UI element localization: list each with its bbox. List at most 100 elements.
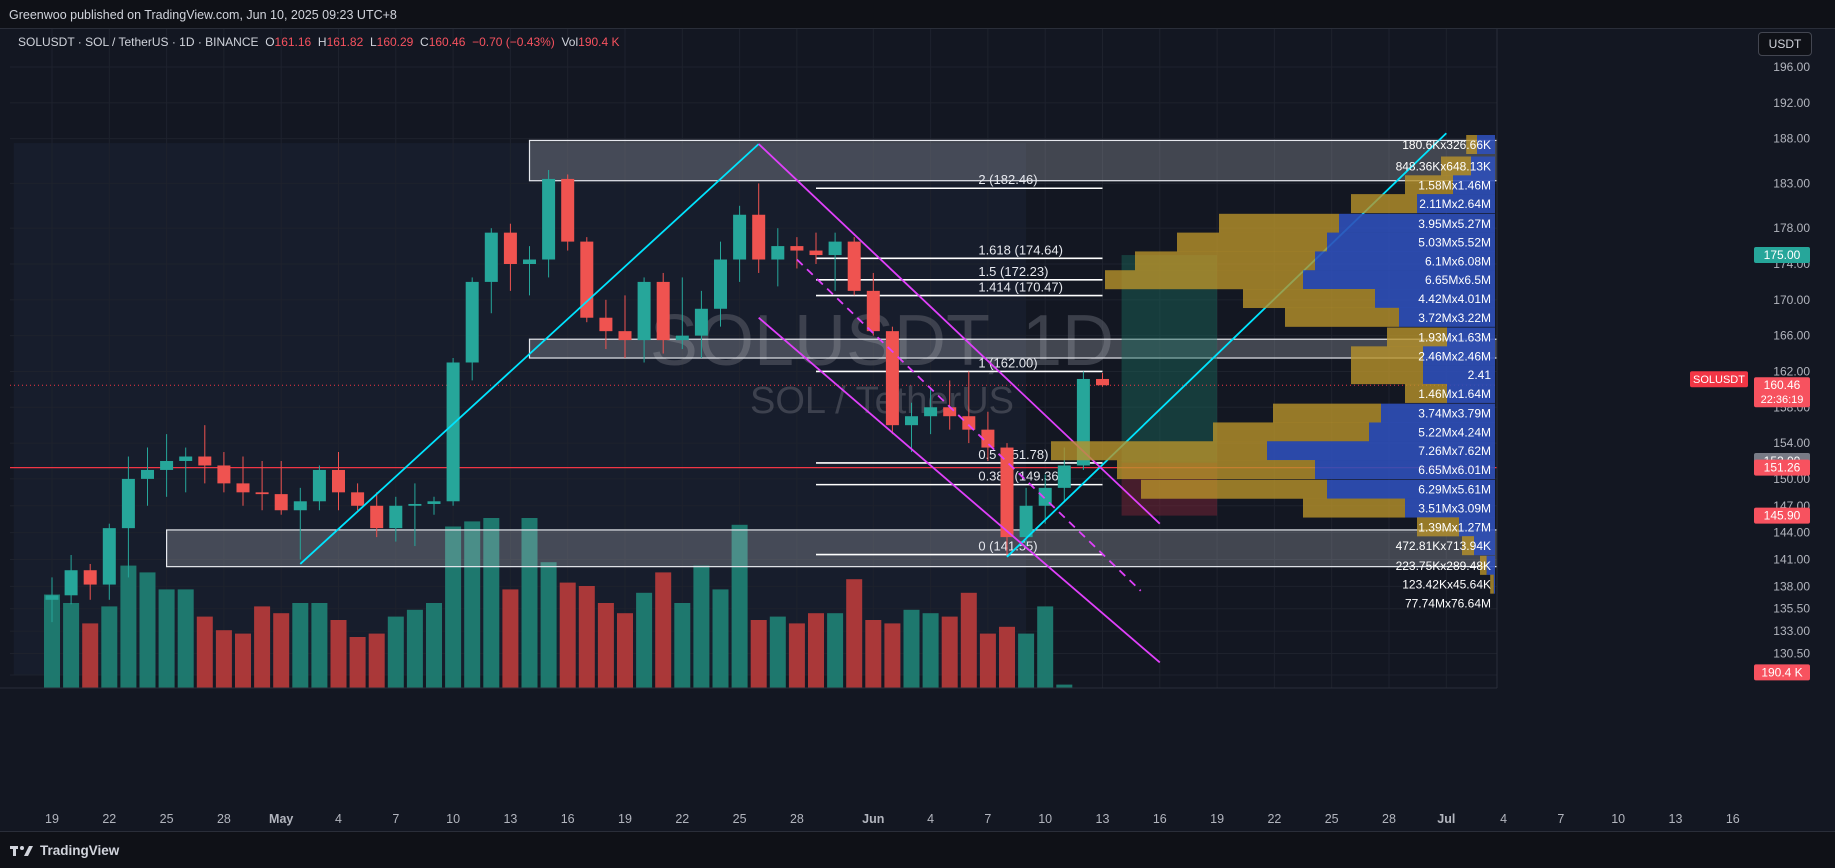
volume-profile-buy-bar xyxy=(1273,403,1381,423)
volume-bar xyxy=(406,609,423,688)
volume-bar xyxy=(674,603,691,688)
volume-bar xyxy=(82,623,99,688)
time-tick-label: 28 xyxy=(790,812,804,826)
volume-bar xyxy=(750,620,767,688)
candle-body xyxy=(1000,447,1014,538)
price-axis-marker xyxy=(1754,664,1810,681)
volume-profile-label: 5.03Mx5.52M xyxy=(1418,236,1491,250)
price-axis-marker xyxy=(1754,459,1810,476)
volume-profile-sell-bar xyxy=(1477,135,1495,155)
volume-profile-sell-bar xyxy=(1315,460,1495,480)
volume-profile-buy-bar xyxy=(1480,555,1487,575)
volume-profile-label: 472.81Kx713.94K xyxy=(1396,539,1491,553)
time-tick-label: 19 xyxy=(45,812,59,826)
volume-profile-label: 848.36Kx648.13K xyxy=(1396,159,1491,173)
volume-profile-sell-bar xyxy=(1493,574,1495,594)
volume-profile-label: 6.1Mx6.08M xyxy=(1425,254,1491,268)
volume-profile-sell-bar xyxy=(1375,289,1495,309)
channel-line xyxy=(758,317,1161,664)
fib-level-label: 1 (162.00) xyxy=(978,355,1037,370)
price-tick-label: 130.50 xyxy=(1773,647,1810,661)
change-value: −0.70 (−0.43%) xyxy=(472,35,555,49)
open-value: 161.16 xyxy=(274,35,312,49)
volume-profile-buy-bar xyxy=(1405,383,1447,403)
volume-bar xyxy=(693,565,710,688)
volume-profile-buy-bar xyxy=(1351,365,1423,385)
volume-bar xyxy=(597,603,614,688)
volume-profile-buy-bar xyxy=(1466,135,1477,155)
price-axis-marker-label: 190.4 K xyxy=(1761,665,1802,679)
price-scale xyxy=(1497,28,1835,688)
candle-body xyxy=(924,407,938,417)
volume-bar xyxy=(827,613,844,688)
volume-profile-label: 77.74Mx76.64M xyxy=(1405,596,1491,610)
price-tick-label: 133.00 xyxy=(1773,624,1810,638)
volume-bar xyxy=(731,524,748,688)
volume-profile-label: 5.22Mx4.24M xyxy=(1418,425,1491,439)
candle-body xyxy=(312,469,326,502)
candle-body xyxy=(637,281,651,341)
volume-profile-buy-bar xyxy=(1405,175,1453,195)
volume-profile-sell-bar xyxy=(1474,536,1495,556)
volume-profile-buy-bar xyxy=(1213,422,1369,442)
candle-body xyxy=(905,416,918,426)
time-tick-label: 4 xyxy=(1500,812,1507,826)
volume-bar xyxy=(540,562,557,688)
fib-level-label: 0 (141.55) xyxy=(978,539,1037,554)
volume-profile-sell-bar xyxy=(1423,346,1495,366)
volume-profile-buy-bar xyxy=(1462,536,1474,556)
time-tick-label: 4 xyxy=(927,812,934,826)
candle-body xyxy=(102,528,116,585)
time-tick-label: 16 xyxy=(1726,812,1740,826)
volume-profile-label: 2.46Mx2.46M xyxy=(1418,349,1491,363)
open-label: O xyxy=(265,35,275,49)
time-tick-label: 19 xyxy=(618,812,632,826)
candle-body xyxy=(752,214,766,260)
symbol-name: SOLUSDT · SOL / TetherUS · 1D · BINANCE xyxy=(18,35,259,49)
time-tick-label: 25 xyxy=(733,812,747,826)
candle-body xyxy=(274,494,288,511)
volume-profile-label: 4.42Mx4.01M xyxy=(1418,292,1491,306)
candle-body xyxy=(656,281,670,341)
volume-bar xyxy=(311,603,328,688)
high-label: H xyxy=(317,35,327,49)
supply-demand-zone xyxy=(166,529,1505,568)
price-tick-label: 162.00 xyxy=(1773,364,1810,378)
volume-profile-buy-bar xyxy=(1417,517,1459,537)
price-tick-label: 141.00 xyxy=(1773,552,1810,566)
volume-bar xyxy=(922,613,939,688)
candle-body xyxy=(771,246,785,260)
candle-body xyxy=(618,331,632,341)
candle-body xyxy=(198,456,212,466)
volume-profile-sell-bar xyxy=(1405,498,1495,518)
candle-body xyxy=(599,317,613,332)
time-tick-label: 10 xyxy=(446,812,460,826)
candle-body xyxy=(121,478,135,529)
candle-body xyxy=(408,503,422,506)
volume-profile-label: 1.46Mx1.64M xyxy=(1418,387,1491,401)
volume-bar xyxy=(254,606,271,688)
price-tick-label: 138.00 xyxy=(1773,579,1810,593)
volume-profile-label: 1.39Mx1.27M xyxy=(1418,520,1491,534)
volume-profile-buy-bar xyxy=(1387,327,1447,347)
candle-body xyxy=(523,259,536,264)
price-axis-marker-label: 151.26 xyxy=(1764,461,1801,475)
candle-body xyxy=(943,407,957,417)
volume-bar xyxy=(292,603,309,688)
time-tick-label: 7 xyxy=(1557,812,1564,826)
candle-body xyxy=(733,214,747,260)
volume-profile-sell-bar xyxy=(1417,194,1495,214)
volume-profile-label: 123.42Kx45.64K xyxy=(1402,578,1491,592)
currency-unit-button[interactable]: USDT xyxy=(1758,32,1812,56)
time-scale xyxy=(0,688,1497,831)
volume-bar xyxy=(846,579,863,688)
volume-profile-buy-bar xyxy=(1285,307,1399,327)
price-tick-label: 183.00 xyxy=(1773,176,1810,190)
volume-label: Vol xyxy=(561,35,579,49)
candle-body xyxy=(465,281,479,363)
price-axis-marker xyxy=(1754,507,1810,524)
tradingview-logo[interactable]: TradingView xyxy=(10,843,119,858)
volume-profile-buy-bar xyxy=(1135,251,1315,271)
volume-bar xyxy=(617,613,633,688)
